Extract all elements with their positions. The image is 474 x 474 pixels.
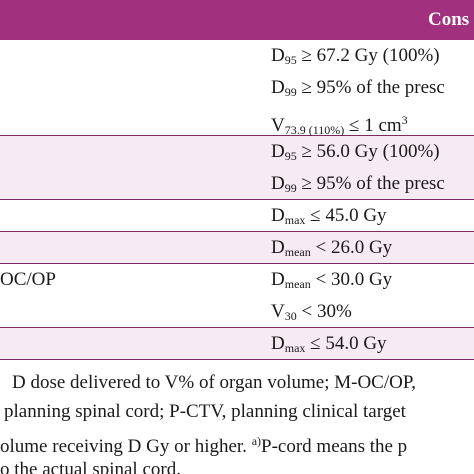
subscript: 95 <box>284 149 297 163</box>
subscript: 99 <box>284 85 297 99</box>
criterion: V73.9 (110%) ≤ 1 cm3 <box>271 109 408 141</box>
text-run: D <box>271 237 285 258</box>
header-cell: Cons <box>428 9 470 30</box>
criterion: Dmean < 26.0 Gy <box>271 237 392 263</box>
row-group: Dmax ≤ 54.0 Gy <box>0 328 474 360</box>
text-run: < 30.0 Gy <box>310 269 393 290</box>
row-group: Dmean < 26.0 Gy <box>0 232 474 264</box>
criterion: V30 < 30% <box>271 301 352 327</box>
criterion: Dmax ≤ 45.0 Gy <box>271 205 387 231</box>
text-run: D <box>271 173 285 194</box>
text-run: < 30% <box>296 301 352 322</box>
text-run: ≥ 95% of the presc <box>296 173 445 194</box>
subscript: 99 <box>284 181 297 195</box>
criterion: Dmax ≤ 54.0 Gy <box>271 333 387 359</box>
text-run: < 26.0 Gy <box>310 237 393 258</box>
criterion: D99 ≥ 95% of the presc <box>271 77 445 103</box>
criterion: D99 ≥ 95% of the presc <box>271 173 445 199</box>
footnote-line: o the actual spinal cord. <box>0 459 181 474</box>
table-header: Cons <box>0 0 474 40</box>
text-run: D <box>271 333 285 354</box>
text-run: D <box>271 77 285 98</box>
supscript: 3 <box>401 113 408 127</box>
text-run: D <box>271 205 285 226</box>
text-run: olume receiving D Gy or higher. <box>0 436 252 457</box>
subscript: mean <box>284 245 311 259</box>
criterion: D95 ≥ 67.2 Gy (100%) <box>271 45 440 71</box>
criterion: Dmean < 30.0 Gy <box>271 269 392 295</box>
text-run: ≥ 56.0 Gy (100%) <box>296 141 440 162</box>
text-run: D <box>271 45 285 66</box>
text-run: D dose delivered to V% of organ volume; … <box>12 372 417 393</box>
text-run: o the actual spinal cord. <box>0 459 181 474</box>
text-run: planning spinal cord; P-CTV, planning cl… <box>4 401 406 422</box>
row-group: OC/OP Dmean < 30.0 Gy V30 < 30% <box>0 264 474 328</box>
row-group: Dmax ≤ 45.0 Gy <box>0 200 474 232</box>
row-group: D95 ≥ 67.2 Gy (100%) D99 ≥ 95% of the pre… <box>0 40 474 137</box>
subscript: mean <box>284 277 311 291</box>
supscript: a) <box>251 434 262 448</box>
text-run: ≥ 95% of the presc <box>296 77 445 98</box>
text-run: ≤ 54.0 Gy <box>305 333 387 354</box>
footnote-line: olume receiving D Gy or higher. a)P-cord… <box>0 430 407 458</box>
footnote-line: planning spinal cord; P-CTV, planning cl… <box>4 401 406 423</box>
text-run: D <box>271 141 285 162</box>
criterion: D95 ≥ 56.0 Gy (100%) <box>271 141 440 167</box>
text-run: ≤ 45.0 Gy <box>305 205 387 226</box>
text-run: V <box>271 115 285 136</box>
subscript: 30 <box>284 309 297 323</box>
subscript: 73.9 (110%) <box>284 123 345 137</box>
text-run: P-cord means the p <box>261 436 408 457</box>
subscript: max <box>284 213 306 227</box>
subscript: 95 <box>284 53 297 67</box>
subscript: max <box>284 341 306 355</box>
footnote-line: D dose delivered to V% of organ volume; … <box>12 372 416 394</box>
text-run: D <box>271 269 285 290</box>
row-group: D95 ≥ 56.0 Gy (100%) D99 ≥ 95% of the pre… <box>0 136 474 200</box>
text-run: V <box>271 301 285 322</box>
row-label: OC/OP <box>0 269 56 290</box>
text-run: ≤ 1 cm <box>344 115 402 136</box>
text-run: ≥ 67.2 Gy (100%) <box>296 45 440 66</box>
